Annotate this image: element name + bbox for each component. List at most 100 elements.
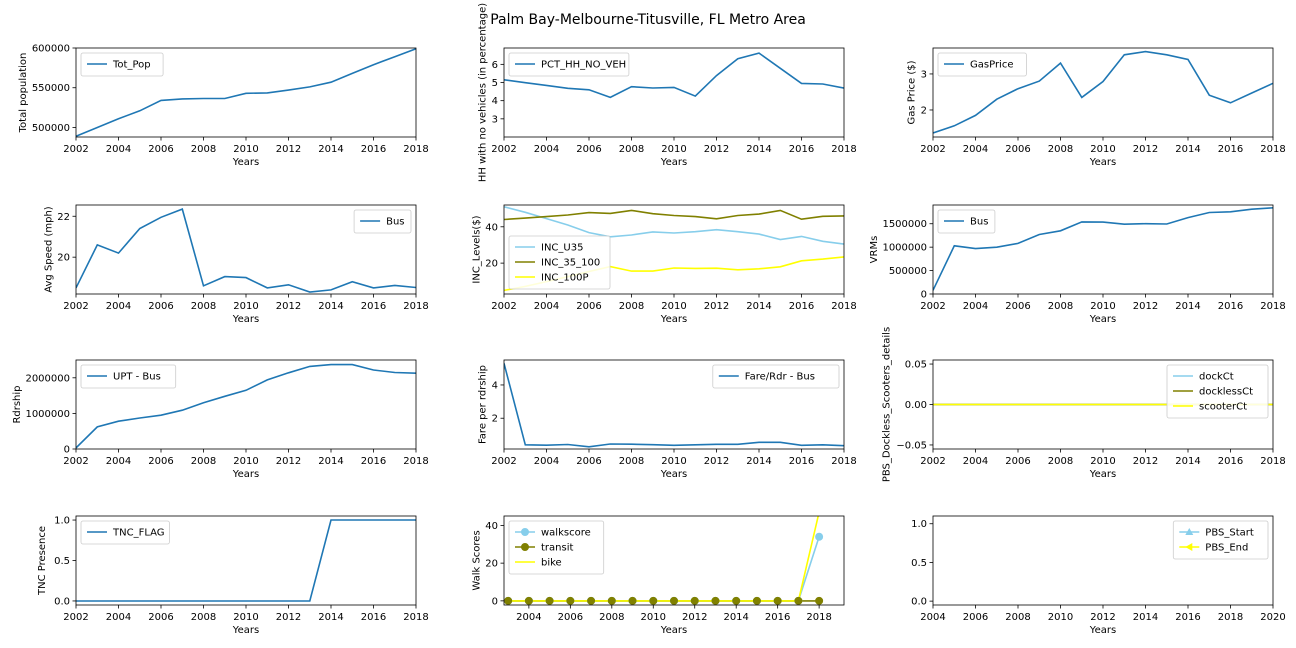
x-tick-label: 2008: [1005, 612, 1030, 623]
x-tick-label: 2016: [789, 301, 814, 312]
y-tick-label: 500000: [32, 123, 70, 134]
y-tick-label: 1000000: [882, 243, 927, 254]
chart-panel-3: 2002 2004 2006 2008 2010 2012 2014 2016 2018 2 3 Ye…: [907, 47, 1286, 168]
legend-box: [80, 52, 164, 77]
x-tick-label: 2012: [276, 144, 301, 155]
x-tick-label: 2008: [191, 144, 216, 155]
series-group: [76, 519, 416, 602]
y-tick-label: 0.00: [905, 400, 927, 411]
x-tick-label: 2010: [661, 301, 686, 312]
x-tick-label: 2010: [661, 144, 686, 155]
x-tick-label: 2002: [491, 301, 516, 312]
x-tick-label: 2018: [831, 456, 856, 467]
x-tick-label: 2004: [106, 612, 131, 623]
x-tick-label: 2002: [920, 456, 945, 467]
x-axis-label: Years: [1089, 314, 1116, 325]
data-point: [732, 596, 741, 605]
x-tick-label: 2014: [746, 456, 771, 467]
y-tick-label: 1.0: [54, 516, 70, 527]
x-tick-label: 2012: [682, 612, 707, 623]
data-point: [649, 596, 658, 605]
y-tick-label: 0: [921, 290, 927, 301]
series-line: [76, 363, 416, 449]
x-tick-label: 2012: [1133, 301, 1158, 312]
series-line: [76, 519, 416, 602]
legend-label: GasPrice: [970, 60, 1013, 71]
data-point: [607, 596, 616, 605]
x-tick-label: 2010: [1090, 301, 1115, 312]
x-tick-label: 2012: [276, 612, 301, 623]
x-axis-label: Years: [1089, 625, 1116, 636]
series-line: [933, 50, 1273, 134]
legend: Bus: [937, 209, 996, 234]
y-tick-label: 5: [492, 78, 498, 89]
x-axis-label: Years: [660, 469, 687, 480]
series-group: [504, 52, 844, 99]
x-tick-label: 2014: [318, 612, 343, 623]
x-tick-label: 2002: [491, 144, 516, 155]
x-tick-label: 2004: [534, 144, 559, 155]
legend-box: [508, 520, 605, 575]
legend-label: scooterCt: [1199, 402, 1247, 413]
y-tick-label: 550000: [32, 83, 70, 94]
y-tick-label: 2: [921, 105, 927, 116]
x-tick-label: 2014: [1175, 144, 1200, 155]
x-tick-label: 2012: [704, 301, 729, 312]
chart-panel-7: 2002 2004 2006 2008 2010 2012 2014 2016 2018 0 100…: [12, 359, 429, 480]
y-tick-label: 0: [492, 596, 498, 607]
x-tick-label: 2008: [191, 301, 216, 312]
x-tick-label: 2008: [1048, 144, 1073, 155]
legend-label: PBS_Start: [1205, 528, 1254, 539]
x-axis-label: Years: [660, 157, 687, 168]
x-tick-label: 2006: [576, 456, 601, 467]
y-tick-label: 20: [485, 559, 498, 570]
x-tick-label: 2014: [746, 144, 771, 155]
y-tick-label: 40: [485, 222, 498, 233]
series-group: [933, 50, 1273, 134]
y-tick-label: 3: [921, 69, 927, 80]
x-tick-label: 2008: [191, 612, 216, 623]
y-tick-label: 0.0: [911, 597, 927, 608]
series-line: [504, 363, 844, 448]
legend: UPT - Bus: [80, 364, 177, 389]
x-tick-label: 2014: [1175, 456, 1200, 467]
legend-box: [1172, 520, 1269, 560]
y-tick-label: 0.0: [54, 596, 70, 607]
legend-label: Bus: [386, 217, 404, 228]
x-axis-label: Years: [660, 314, 687, 325]
legend-label: walkscore: [541, 528, 591, 539]
legend: PCT_HH_NO_VEH: [508, 52, 630, 77]
x-tick-label: 2008: [191, 456, 216, 467]
x-tick-label: 2016: [1218, 456, 1243, 467]
legend: GasPrice: [937, 52, 1027, 77]
legend-marker: [521, 528, 529, 536]
x-tick-label: 2018: [831, 301, 856, 312]
x-tick-label: 2018: [831, 144, 856, 155]
y-tick-label: 6: [492, 60, 498, 71]
x-tick-label: 2012: [276, 456, 301, 467]
legend-box: [937, 209, 996, 234]
data-point: [752, 596, 761, 605]
y-tick-label: 2: [492, 414, 498, 425]
y-tick-label: 22: [57, 212, 70, 223]
legend: PBS_Start PBS_End: [1172, 520, 1269, 560]
chart-panel-6: 2002 2004 2006 2008 2010 2012 2014 2016 2018 0 500…: [869, 204, 1286, 325]
x-tick-label: 2012: [704, 144, 729, 155]
data-point: [815, 532, 824, 541]
series-group: [504, 363, 844, 448]
legend-label: Fare/Rdr - Bus: [745, 372, 815, 383]
series-line: [504, 209, 844, 221]
x-tick-label: 2010: [233, 456, 258, 467]
data-point: [690, 596, 699, 605]
y-tick-label: 4: [492, 380, 498, 391]
x-tick-label: 2012: [1133, 144, 1158, 155]
legend-label: bike: [541, 558, 562, 569]
legend-box: [80, 364, 177, 389]
legend-label: PCT_HH_NO_VEH: [541, 60, 626, 71]
x-tick-label: 2002: [63, 612, 88, 623]
x-tick-label: 2006: [1005, 456, 1030, 467]
x-tick-label: 2008: [599, 612, 624, 623]
x-axis-label: Years: [232, 625, 259, 636]
legend-label: INC_U35: [541, 243, 583, 254]
y-axis-label: Avg Speed (mph): [43, 206, 54, 293]
